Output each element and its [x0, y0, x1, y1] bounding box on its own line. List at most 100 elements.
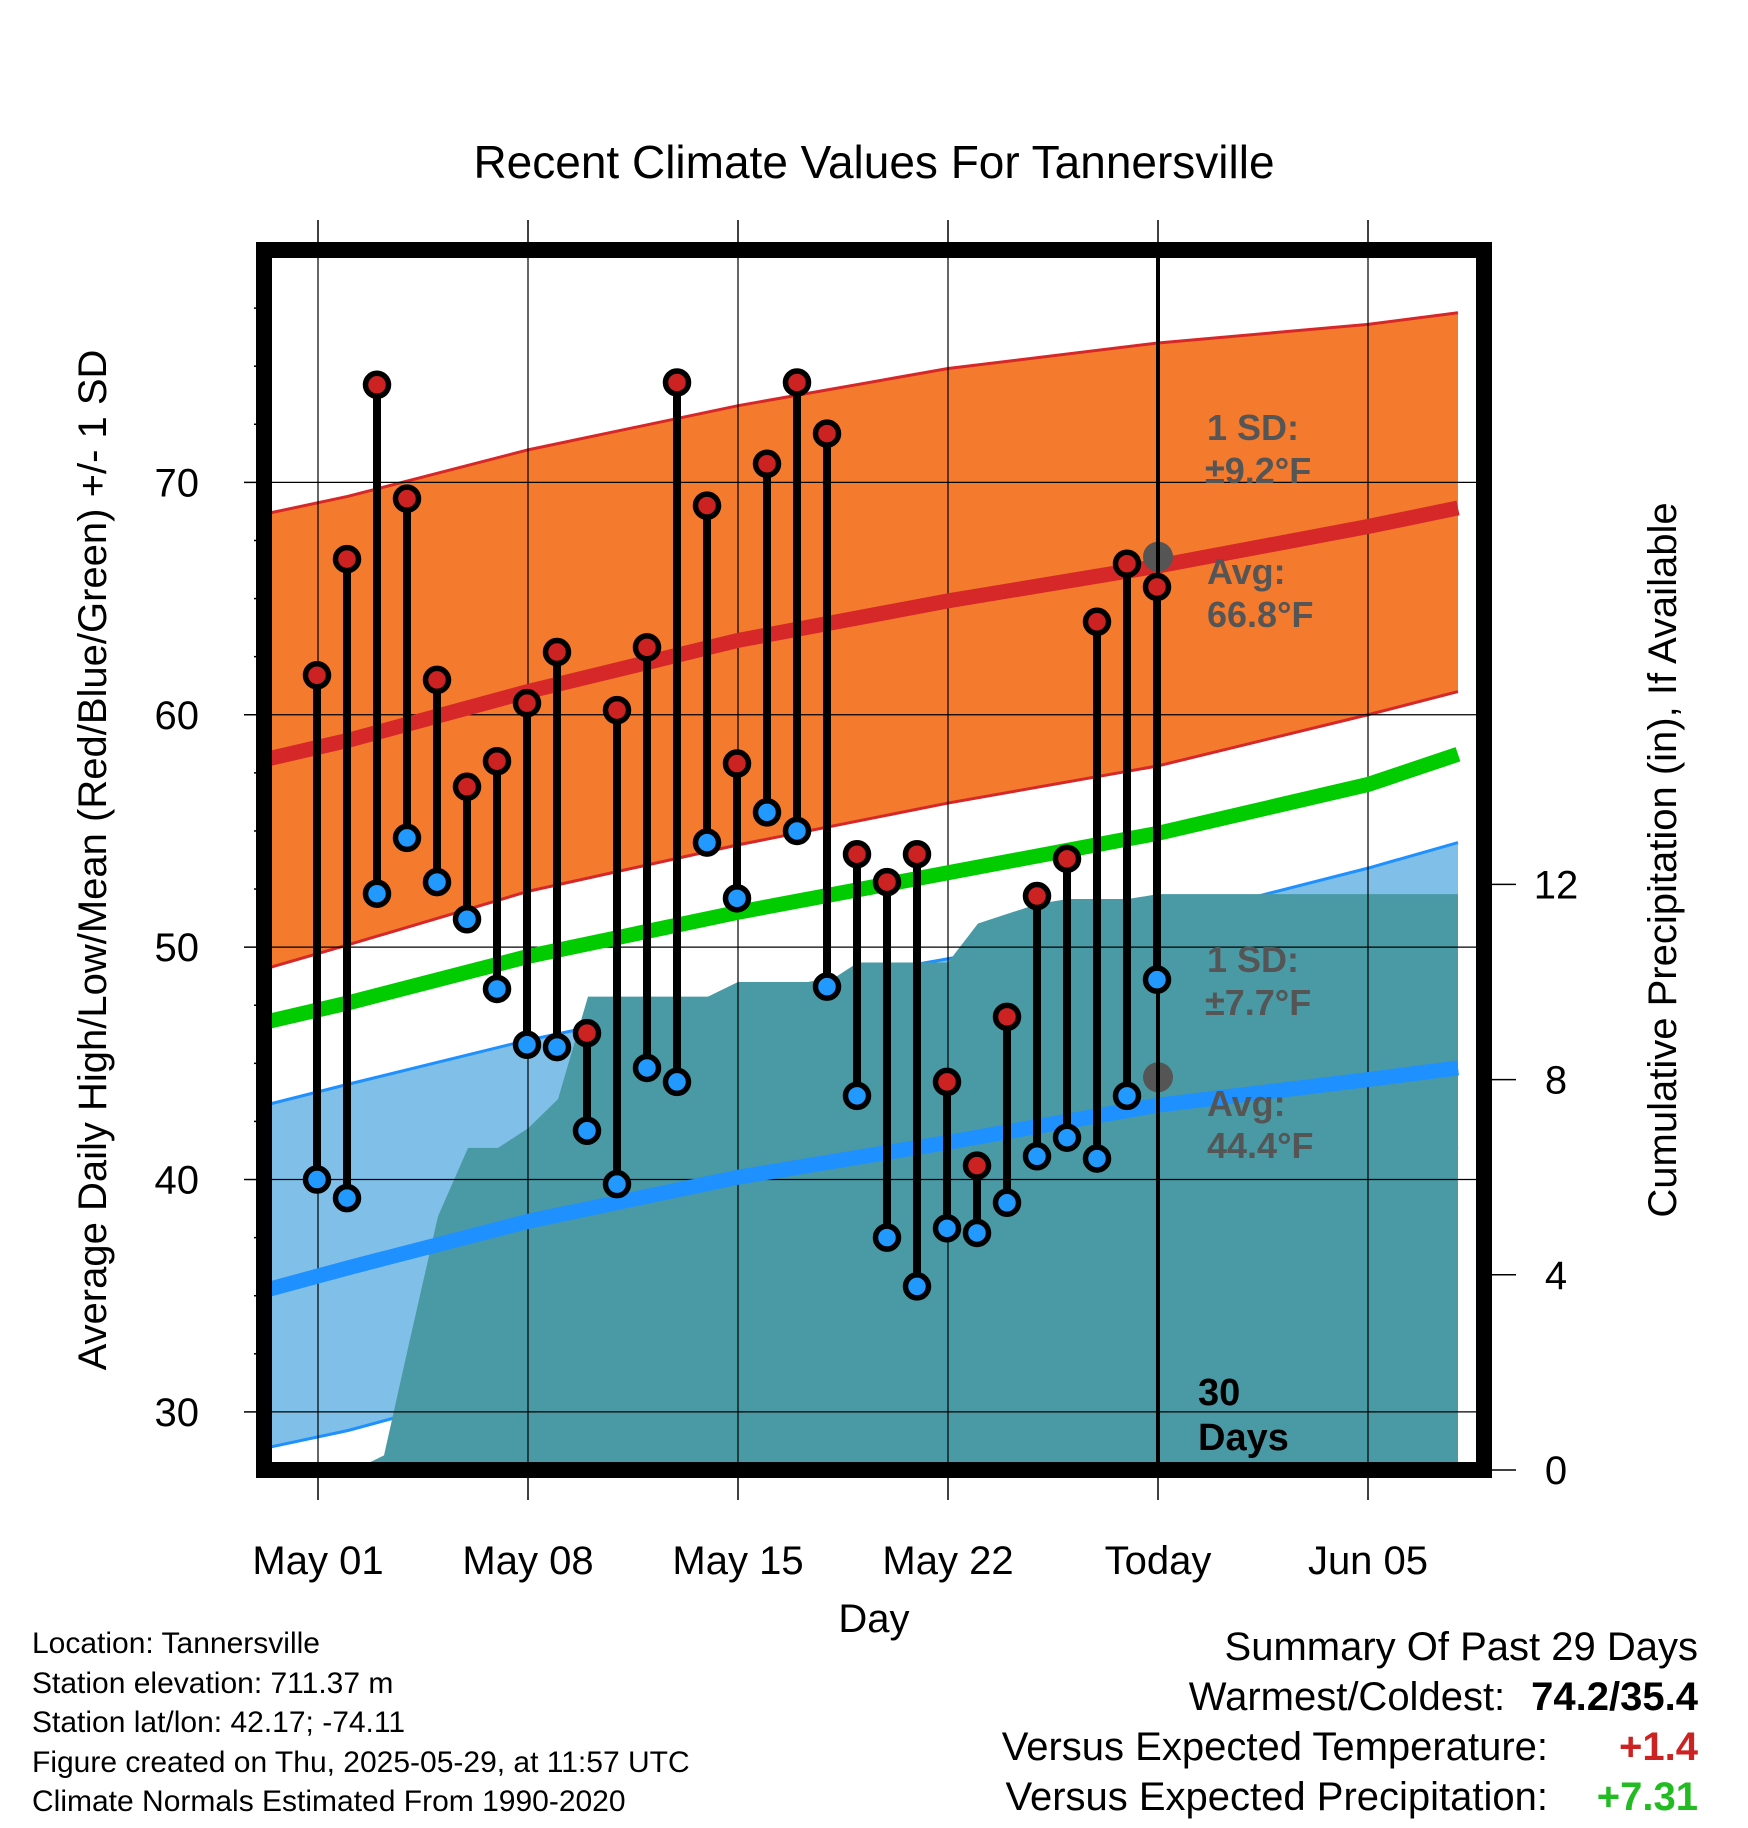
daily-low-marker-5 [452, 905, 482, 934]
low-avg-value: 44.4°F [1207, 1125, 1313, 1166]
daily-high-marker-21 [932, 1067, 962, 1097]
y-axis-title: Average Daily High/Low/Mean (Red/Blue/Gr… [71, 350, 115, 1371]
daily-low-marker-26 [1082, 1144, 1112, 1173]
mean-avg-line [264, 747, 1461, 1031]
x-tick-label-3: May 22 [882, 1539, 1013, 1583]
daily-low-marker-3 [392, 823, 422, 853]
latlon-text: Station lat/lon: 42.17; -74.11 [32, 1706, 406, 1739]
location-text: Location: Tannersville [32, 1627, 320, 1660]
daily-low-marker-13 [692, 828, 722, 857]
daily-low-marker-0 [302, 1165, 332, 1194]
created-text: Figure created on Thu, 2025-05-29, at 11… [32, 1745, 690, 1779]
y2-tick-label-8: 8 [1545, 1059, 1567, 1103]
chart-title: Recent Climate Values For Tannersville [473, 136, 1274, 188]
warmest-label: Warmest/Coldest: [1188, 1675, 1506, 1719]
daily-high-marker-10 [602, 695, 632, 725]
daily-high-marker-16 [782, 368, 812, 397]
summary-temp-row: Versus Expected Temperature: +1.4 [1002, 1722, 1698, 1772]
summary-panel: Summary Of Past 29 Days Warmest/Coldest:… [1002, 1622, 1698, 1822]
high-sd-label: 1 SD: [1207, 407, 1299, 448]
daily-high-marker-19 [872, 867, 902, 897]
daily-high-marker-26 [1082, 607, 1112, 637]
daily-low-marker-14 [722, 884, 752, 913]
today-days-word: Days [1198, 1417, 1289, 1459]
daily-low-marker-16 [782, 816, 812, 846]
daily-low-marker-18 [842, 1081, 872, 1111]
daily-high-marker-7 [512, 688, 542, 718]
daily-high-marker-5 [452, 772, 482, 802]
y-tick-label-50: 50 [155, 926, 200, 970]
daily-low-marker-27 [1112, 1081, 1142, 1111]
high-avg-value: 66.8°F [1207, 594, 1313, 635]
high-avg-label: Avg: [1207, 551, 1286, 592]
daily-high-marker-17 [812, 419, 842, 448]
daily-low-marker-4 [422, 867, 452, 897]
temp-value: +1.4 [1619, 1725, 1698, 1769]
x-tick-label-1: May 08 [462, 1539, 593, 1583]
daily-high-marker-6 [482, 746, 512, 776]
daily-low-marker-24 [1022, 1142, 1052, 1171]
daily-high-marker-12 [662, 368, 692, 397]
daily-low-marker-1 [332, 1183, 362, 1213]
x-tick-label-5: Jun 05 [1308, 1539, 1428, 1583]
summary-precip-row: Versus Expected Precipitation: +7.31 [1002, 1772, 1698, 1822]
daily-high-marker-27 [1112, 549, 1142, 578]
warmest-value: 74.2/35.4 [1531, 1675, 1698, 1719]
daily-high-marker-11 [632, 633, 662, 662]
daily-high-marker-13 [692, 491, 722, 520]
daily-low-marker-7 [512, 1030, 542, 1059]
station-info: Location: Tannersville Station elevation… [32, 1624, 690, 1822]
high-sd-lower-line [264, 690, 1459, 971]
summary-title: Summary Of Past 29 Days [1224, 1625, 1698, 1669]
y2-axis-title: Cumulative Precipitation (in), If Availa… [1641, 502, 1685, 1217]
daily-high-marker-0 [302, 661, 332, 690]
daily-high-marker-20 [902, 839, 932, 869]
y-tick-label-30: 30 [155, 1391, 200, 1435]
daily-low-marker-8 [542, 1032, 572, 1062]
daily-high-marker-15 [752, 449, 782, 479]
daily-low-marker-15 [752, 798, 782, 827]
daily-high-marker-3 [392, 484, 422, 513]
y2-tick-label-0: 0 [1545, 1449, 1567, 1493]
low-avg-line [264, 1060, 1459, 1299]
daily-high-marker-4 [422, 665, 452, 695]
x-tick-label-4: Today [1105, 1539, 1212, 1583]
daily-low-marker-10 [602, 1169, 632, 1199]
daily-low-marker-28 [1142, 965, 1172, 994]
daily-high-marker-23 [992, 1002, 1022, 1032]
daily-high-marker-9 [572, 1018, 602, 1048]
daily-high-marker-2 [362, 370, 392, 400]
daily-low-marker-11 [632, 1053, 662, 1083]
low-sd-label: 1 SD: [1207, 939, 1299, 980]
summary-warmest-row: Warmest/Coldest: 74.2/35.4 [1002, 1672, 1698, 1722]
daily-high-marker-25 [1052, 844, 1082, 874]
daily-high-marker-8 [542, 637, 572, 667]
daily-low-marker-22 [962, 1218, 992, 1248]
daily-low-marker-17 [812, 972, 842, 1001]
daily-low-marker-20 [902, 1272, 932, 1301]
low-avg-label: Avg: [1207, 1083, 1286, 1124]
y-tick-label-40: 40 [155, 1159, 200, 1203]
normals-text: Climate Normals Estimated From 1990-2020 [32, 1785, 626, 1818]
daily-low-marker-19 [872, 1223, 902, 1252]
low-sd-value: ±7.7°F [1205, 982, 1311, 1023]
temp-label: Versus Expected Temperature: [1001, 1725, 1548, 1769]
daily-high-marker-14 [722, 749, 752, 778]
high-sd-value: ±9.2°F [1205, 450, 1311, 491]
y-tick-label-70: 70 [155, 461, 200, 505]
precip-value: +7.31 [1596, 1775, 1698, 1819]
daily-low-marker-23 [992, 1188, 1022, 1218]
elevation-text: Station elevation: 711.37 m [32, 1666, 394, 1700]
y-tick-label-60: 60 [155, 694, 200, 738]
y2-tick-label-4: 4 [1545, 1254, 1567, 1298]
x-axis-title: Day [838, 1597, 909, 1641]
x-tick-label-2: May 15 [672, 1539, 803, 1583]
daily-low-marker-9 [572, 1116, 602, 1145]
daily-low-marker-21 [932, 1214, 962, 1243]
today-days-number: 30 [1198, 1372, 1240, 1414]
daily-high-marker-22 [962, 1151, 992, 1180]
daily-high-marker-18 [842, 839, 872, 869]
x-tick-label-0: May 01 [252, 1539, 383, 1583]
daily-high-marker-24 [1022, 881, 1052, 911]
